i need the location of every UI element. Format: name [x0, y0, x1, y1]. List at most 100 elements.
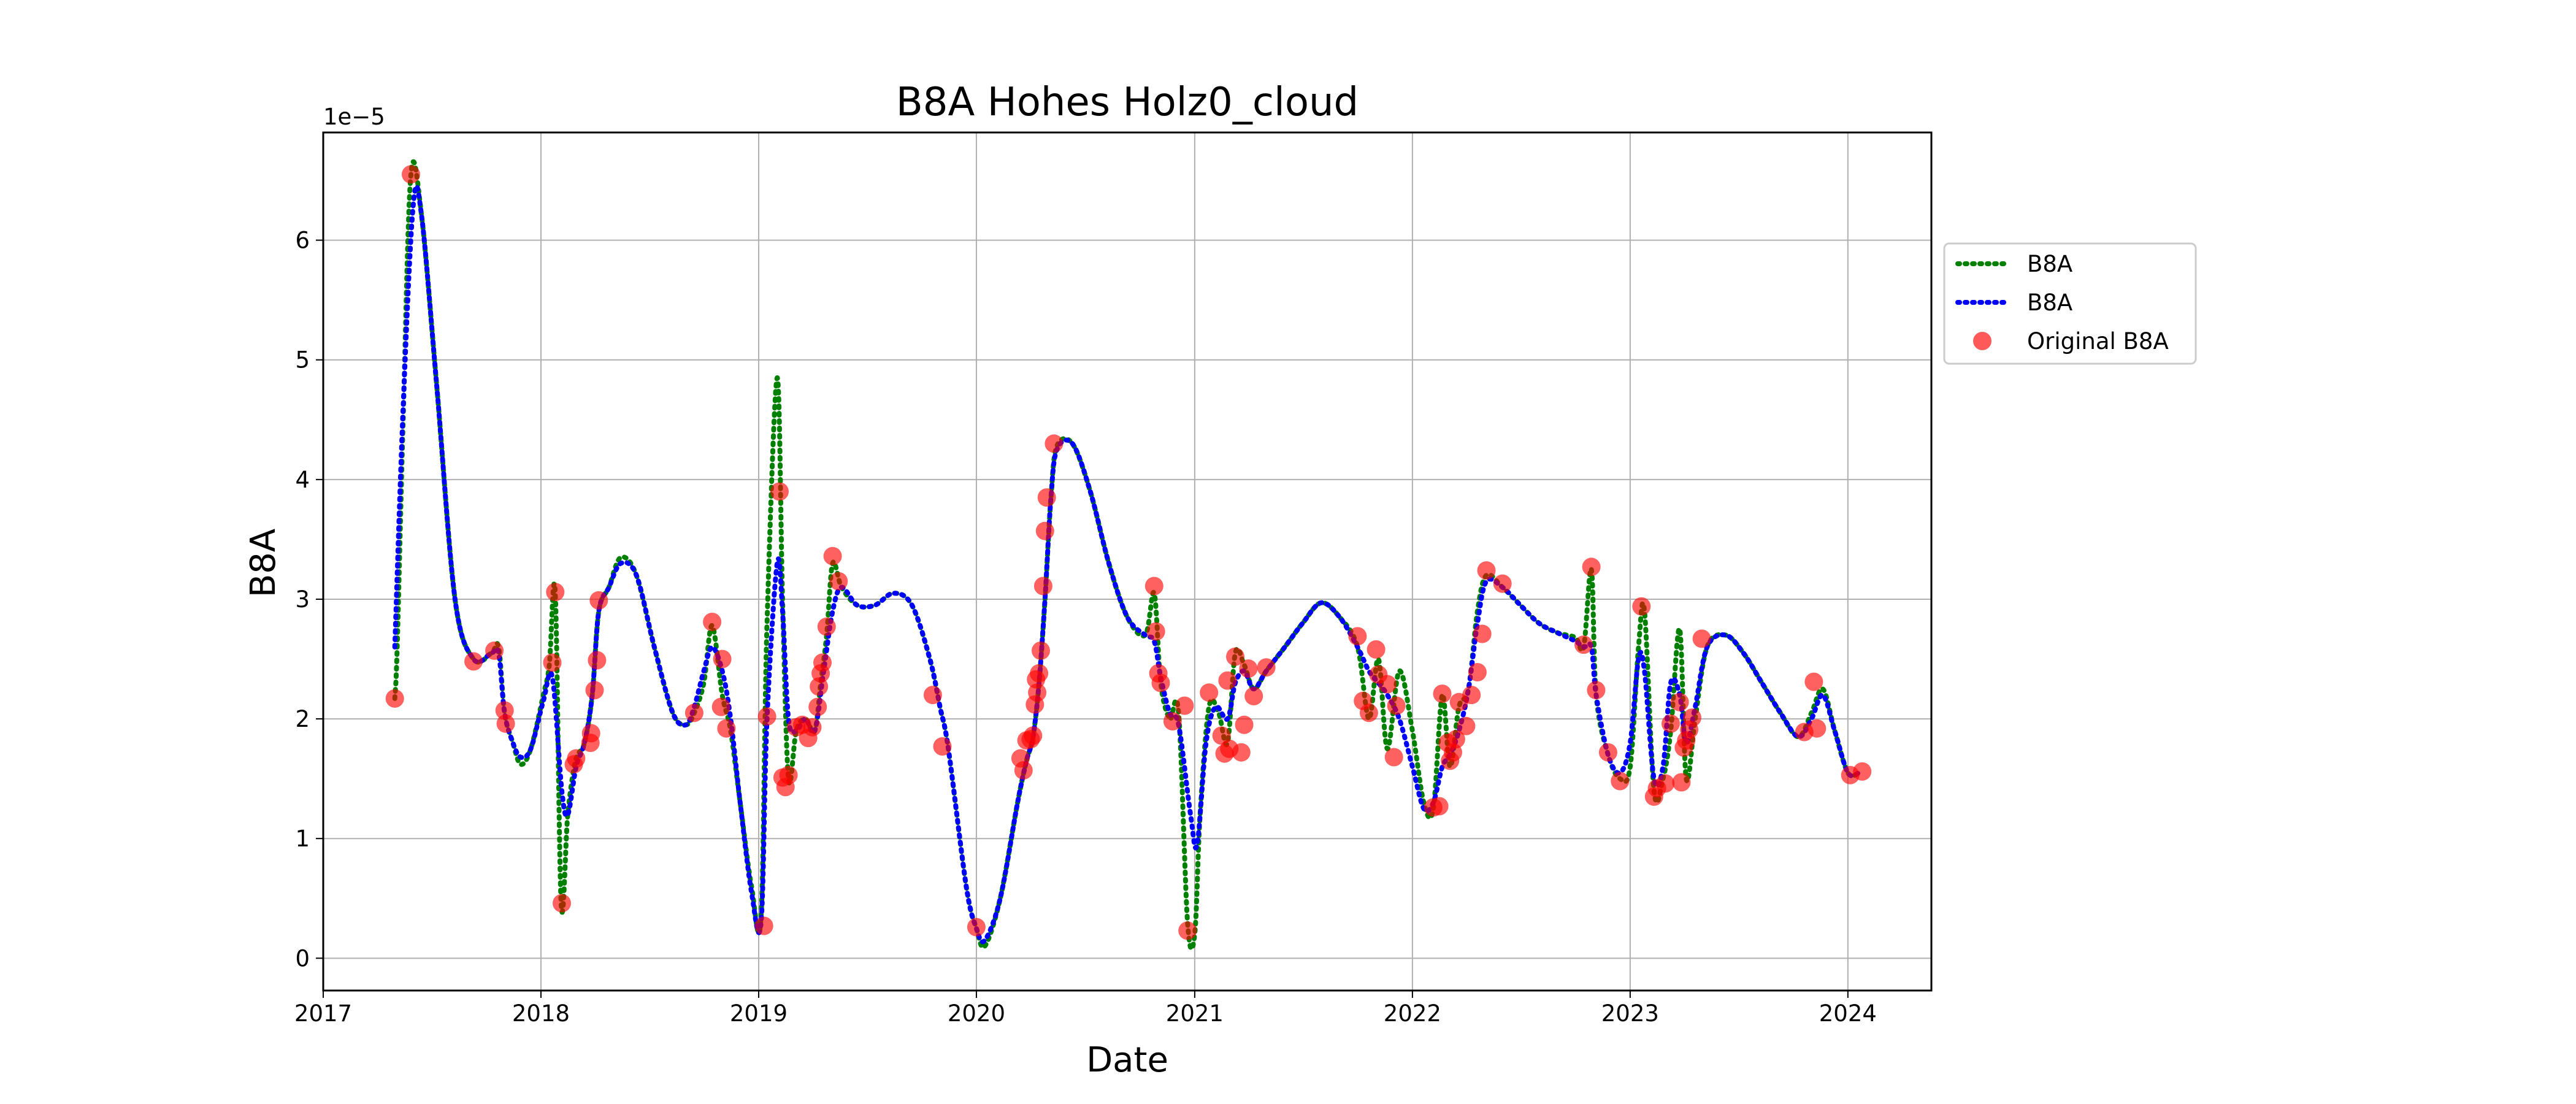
original-point — [703, 613, 722, 631]
original-point — [813, 653, 832, 672]
original-point — [1384, 748, 1403, 767]
original-point — [829, 572, 848, 591]
original-point — [495, 701, 514, 720]
original-point — [923, 686, 942, 705]
original-point — [1493, 574, 1512, 593]
original-point — [711, 697, 730, 716]
original-point — [1028, 683, 1047, 702]
x-tick-label: 2019 — [730, 1000, 788, 1027]
original-point — [1239, 659, 1258, 678]
original-point — [754, 916, 773, 935]
y-tick-label: 2 — [295, 706, 310, 732]
original-point — [1683, 708, 1701, 727]
original-point — [1035, 521, 1054, 540]
original-point — [1430, 797, 1449, 816]
original-point — [1144, 577, 1163, 596]
original-point — [1387, 696, 1406, 715]
original-point — [823, 546, 842, 565]
original-point — [1692, 629, 1711, 648]
original-point — [1235, 715, 1254, 734]
original-point — [967, 918, 986, 937]
original-point — [1670, 692, 1689, 711]
original-point — [1468, 663, 1487, 681]
original-point — [1662, 714, 1680, 733]
original-point — [1477, 561, 1496, 580]
x-tick-label: 2022 — [1384, 1000, 1441, 1027]
legend-label-series-2: B8A — [2027, 289, 2072, 316]
original-point — [1853, 762, 1872, 781]
y-tick-label: 6 — [295, 228, 310, 254]
original-point — [1146, 622, 1165, 641]
original-point — [1656, 774, 1675, 793]
original-point — [1030, 664, 1049, 683]
original-point — [1672, 773, 1691, 792]
x-tick-label: 2018 — [512, 1000, 570, 1027]
original-point — [1457, 716, 1476, 735]
original-points — [385, 165, 1872, 940]
legend-swatch-points — [1973, 332, 1991, 350]
original-point — [553, 894, 571, 913]
original-point — [1244, 687, 1263, 705]
original-point — [1032, 641, 1050, 660]
original-point — [385, 689, 404, 708]
legend: B8A B8A Original B8A — [1943, 242, 2197, 365]
x-tick-label: 2020 — [948, 1000, 1005, 1027]
x-tick-label: 2024 — [1819, 1000, 1877, 1027]
original-point — [1804, 672, 1823, 691]
original-point — [585, 681, 604, 700]
original-point — [546, 583, 565, 602]
x-tick-label: 2021 — [1166, 1000, 1224, 1027]
original-point — [589, 591, 608, 610]
original-point — [1582, 558, 1601, 577]
original-point — [1178, 921, 1197, 940]
original-point — [933, 737, 952, 756]
original-point — [1151, 673, 1170, 692]
original-point — [808, 697, 827, 716]
legend-label-points: Original B8A — [2027, 328, 2169, 355]
original-point — [684, 703, 703, 723]
y-tick-label: 0 — [295, 945, 310, 972]
original-point — [713, 650, 732, 669]
original-point — [1446, 730, 1465, 749]
original-point — [1014, 761, 1033, 780]
x-axis-ticks: 2017 2018 2019 2020 2021 2022 2023 2024 — [294, 991, 1877, 1027]
original-point — [496, 714, 515, 733]
y-axis-ticks: 0 1 2 3 4 5 6 — [295, 228, 323, 972]
original-point — [1378, 675, 1397, 694]
original-point — [817, 617, 836, 636]
original-point — [1574, 635, 1593, 654]
y-tick-label: 3 — [295, 586, 310, 613]
legend-label-series-1: B8A — [2027, 251, 2072, 277]
chart-title: B8A Hohes Holz0_cloud — [896, 80, 1359, 125]
y-tick-label: 4 — [295, 467, 310, 493]
original-point — [1226, 647, 1244, 666]
y-tick-label: 1 — [295, 826, 310, 852]
original-point — [1045, 434, 1064, 453]
original-point — [1175, 696, 1194, 715]
original-point — [1632, 597, 1651, 616]
original-point — [1200, 683, 1219, 702]
original-point — [485, 641, 504, 660]
x-axis-label: Date — [1086, 1040, 1168, 1080]
y-tick-label: 5 — [295, 347, 310, 374]
original-point — [1807, 719, 1827, 738]
x-tick-label: 2023 — [1601, 1000, 1659, 1027]
original-point — [1367, 640, 1386, 659]
y-axis-offset-label: 1e−5 — [323, 104, 385, 130]
original-point — [1598, 743, 1617, 762]
original-point — [581, 724, 600, 743]
original-point — [770, 482, 789, 501]
original-point — [779, 765, 798, 784]
original-point — [1462, 686, 1481, 705]
original-point — [1473, 624, 1492, 643]
original-point — [1433, 684, 1452, 703]
original-point — [757, 707, 776, 726]
original-point — [402, 165, 420, 184]
original-point — [1218, 671, 1237, 690]
original-point — [1348, 627, 1367, 646]
original-point — [588, 651, 607, 670]
original-point — [1359, 703, 1378, 723]
series-line-2 — [392, 183, 1862, 945]
original-point — [464, 652, 483, 671]
